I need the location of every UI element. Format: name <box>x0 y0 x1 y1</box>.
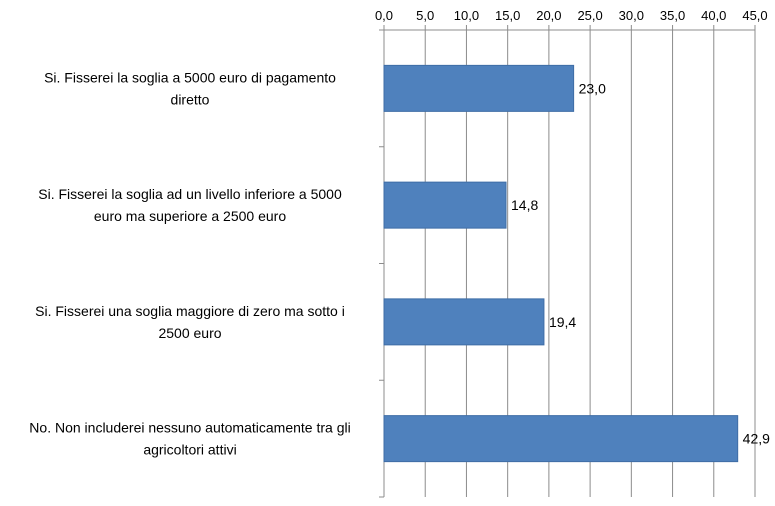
category-label-line: euro ma superiore a 2500 euro <box>94 208 286 224</box>
category-label-line: No. Non includerei nessuno automaticamen… <box>29 420 350 436</box>
bar <box>383 64 575 112</box>
x-tick-label: 40,0 <box>701 8 726 23</box>
data-label: 14,8 <box>511 197 538 213</box>
category-labels: Si. Fisserei la soglia a 5000 euro di pa… <box>29 69 350 457</box>
x-tick-labels: 0,0 5,0 10,0 15,0 20,0 25,0 30,0 35,0 40,0 45,0 <box>375 8 768 23</box>
x-tick-label: 5,0 <box>416 8 434 23</box>
data-label: 23,0 <box>579 80 606 96</box>
x-tick-label: 25,0 <box>577 8 602 23</box>
data-label: 19,4 <box>549 314 576 330</box>
category-label-line: Si. Fisserei una soglia maggiore di zero… <box>35 303 345 319</box>
data-labels: 23,0 14,8 19,4 42,9 <box>511 80 770 446</box>
x-tick-label: 20,0 <box>536 8 561 23</box>
category-label-line: Si. Fisserei la soglia a 5000 euro di pa… <box>44 69 336 85</box>
category-label-line: Si. Fisserei la soglia ad un livello inf… <box>38 186 342 202</box>
category-label-line: agricoltori attivi <box>143 442 236 458</box>
category-label: No. Non includerei nessuno automaticamen… <box>29 420 350 458</box>
x-tick-label: 35,0 <box>660 8 685 23</box>
x-tick-label: 45,0 <box>742 8 767 23</box>
x-tick-label: 0,0 <box>375 8 393 23</box>
category-label: Si. Fisserei la soglia a 5000 euro di pa… <box>44 69 336 107</box>
x-tick-label: 10,0 <box>454 8 479 23</box>
category-label-line: diretto <box>171 91 210 107</box>
bars <box>383 64 739 463</box>
data-label: 42,9 <box>743 431 770 447</box>
category-label: Si. Fisserei una soglia maggiore di zero… <box>35 303 345 341</box>
bar <box>383 181 507 229</box>
category-label: Si. Fisserei la soglia ad un livello inf… <box>38 186 342 224</box>
bar <box>383 415 739 463</box>
x-tick-label: 15,0 <box>495 8 520 23</box>
x-tick-label: 30,0 <box>619 8 644 23</box>
category-label-line: 2500 euro <box>158 325 221 341</box>
bar <box>383 298 545 346</box>
